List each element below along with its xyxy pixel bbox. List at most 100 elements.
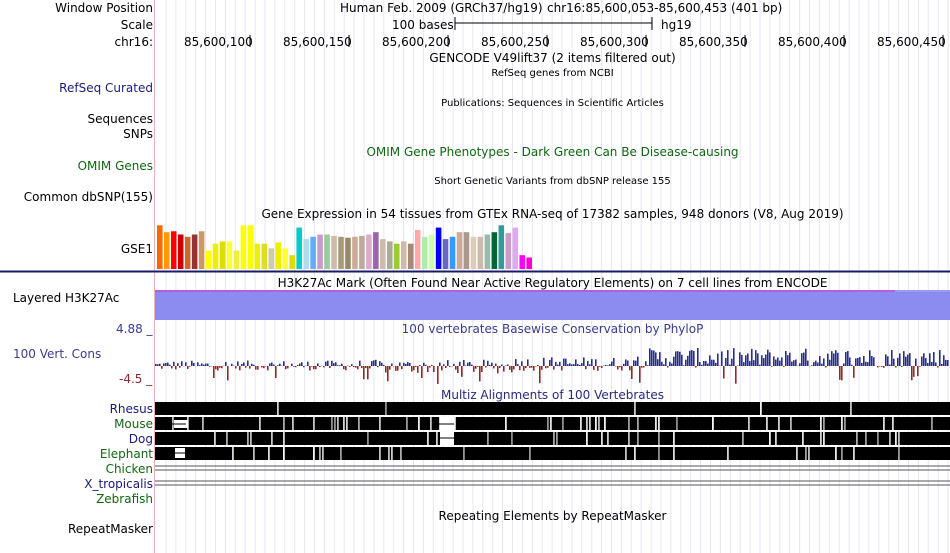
omim-track-title[interactable]: OMIM Gene Phenotypes - Dark Green Can Be… xyxy=(366,145,739,159)
h3k27ac-track-title[interactable]: H3K27Ac Mark (Often Found Near Active Re… xyxy=(277,276,828,290)
cons-bar xyxy=(937,366,939,368)
gtex-tissue-bar xyxy=(512,227,519,269)
alignment-mismatch xyxy=(331,417,333,430)
multiz-track-title[interactable]: Multiz Alignments of 100 Vertebrates xyxy=(440,388,665,402)
alignment-mismatch xyxy=(226,432,228,445)
cons-bar xyxy=(821,363,823,366)
cons-bar xyxy=(313,366,315,370)
cons-bar xyxy=(635,360,637,366)
alignment-mismatch xyxy=(895,432,897,445)
cons-bar xyxy=(541,366,543,370)
gtex-tissue-bar xyxy=(268,248,275,269)
cons-bar xyxy=(839,366,841,380)
alignment-mismatch xyxy=(313,447,315,460)
refseq-label[interactable]: RefSeq Curated xyxy=(59,81,153,95)
cons-bar xyxy=(459,361,461,366)
gtex-tissue-bar xyxy=(477,236,484,269)
gtex-tissue-bar xyxy=(296,227,302,269)
species-label-rhesus[interactable]: Rhesus xyxy=(109,402,153,416)
alignment-mismatch xyxy=(628,417,630,430)
gtex-tissue-bar xyxy=(205,250,212,269)
cons-bar xyxy=(585,366,587,370)
cons-bar xyxy=(667,366,669,368)
cons-bar xyxy=(439,362,441,366)
dbsnp-track-title[interactable]: Short Genetic Variants from dbSNP releas… xyxy=(434,176,671,187)
gtex-tissue-bar xyxy=(261,243,268,269)
cons-bar xyxy=(453,363,455,366)
repeatmasker-track-title[interactable]: Repeating Elements by RepeatMasker xyxy=(438,509,667,523)
cons-bar xyxy=(733,348,735,366)
gtex-tissue-bar xyxy=(303,239,309,269)
cons-bar xyxy=(327,360,329,366)
cons-bar xyxy=(249,366,251,369)
publications-track-title[interactable]: Publications: Sequences in Scientific Ar… xyxy=(441,98,664,109)
cons-bar xyxy=(383,364,385,366)
cons-bar xyxy=(297,365,299,366)
cons-bar xyxy=(573,364,575,366)
gtex-tissue-bar xyxy=(491,232,498,269)
cons-bar xyxy=(335,362,337,366)
species-label-elephant[interactable]: Elephant xyxy=(99,447,153,461)
alignment-mismatch xyxy=(742,432,744,445)
cons-track-title[interactable]: 100 vertebrates Basewise Conservation by… xyxy=(401,322,704,336)
cons-bar xyxy=(163,363,165,366)
dbsnp-label[interactable]: Common dbSNP(155) xyxy=(23,190,153,204)
snps-label[interactable]: SNPs xyxy=(123,127,153,141)
cons-bar xyxy=(449,366,451,368)
gencode-track-title[interactable]: GENCODE V49lift37 (2 items filtered out) xyxy=(429,51,676,65)
cons-bar xyxy=(893,358,895,366)
cons-bar xyxy=(363,366,365,380)
cons-bar xyxy=(263,366,265,369)
cons-bar xyxy=(817,362,819,366)
cons-bar xyxy=(705,360,707,366)
cons-bar xyxy=(729,364,731,366)
cons-bar xyxy=(783,366,785,367)
sequences-label[interactable]: Sequences xyxy=(87,112,153,126)
gse1-label[interactable]: GSE1 xyxy=(120,242,153,256)
cons-bar xyxy=(617,366,619,370)
alignment-mismatch xyxy=(334,417,336,430)
h3k27ac-label[interactable]: Layered H3K27Ac xyxy=(13,291,120,305)
cons-bar xyxy=(423,362,425,366)
cons-bar xyxy=(261,366,263,368)
cons-bar xyxy=(601,366,603,368)
cons-bar xyxy=(907,354,909,366)
species-label-mouse[interactable]: Mouse xyxy=(114,417,153,431)
cons-bar xyxy=(631,366,633,380)
alignment-mismatch xyxy=(607,432,609,445)
cons-label[interactable]: 100 Vert. Cons xyxy=(13,347,102,361)
cons-bar xyxy=(493,366,495,369)
cons-bar xyxy=(807,360,809,366)
refseq-track-title[interactable]: RefSeq genes from NCBI xyxy=(491,68,614,79)
cons-bar xyxy=(465,365,467,366)
gtex-track-title[interactable]: Gene Expression in 54 tissues from GTEx … xyxy=(261,207,844,221)
cons-bar xyxy=(739,352,741,366)
alignment-mismatch xyxy=(898,432,900,445)
cons-bar xyxy=(187,366,189,369)
alignment-mismatch xyxy=(853,447,855,460)
alignment-mismatch xyxy=(292,417,294,430)
gtex-tissue-bar xyxy=(400,241,407,269)
species-label-zebrafish[interactable]: Zebrafish xyxy=(96,492,153,506)
alignment-mismatch xyxy=(760,402,762,415)
alignment-mismatch xyxy=(232,447,234,460)
species-label-dog[interactable]: Dog xyxy=(128,432,153,446)
cons-bar xyxy=(375,359,377,366)
omim-label[interactable]: OMIM Genes xyxy=(77,159,153,173)
repeatmasker-label[interactable]: RepeatMasker xyxy=(67,522,153,536)
alignment-mismatch xyxy=(889,432,891,445)
cons-bar xyxy=(501,364,503,366)
cons-bar xyxy=(793,360,795,366)
cons-bar xyxy=(709,355,711,366)
cons-bar xyxy=(913,366,915,377)
species-label-chicken[interactable]: Chicken xyxy=(105,462,153,476)
cons-bar xyxy=(563,358,565,366)
cons-bar xyxy=(517,364,519,366)
cons-bar xyxy=(497,366,499,374)
species-label-x-tropicalis[interactable]: X_tropicalis xyxy=(84,477,153,491)
cons-bar xyxy=(227,366,229,381)
cons-bar xyxy=(547,366,549,368)
cons-max-label: 4.88 _ xyxy=(116,322,153,336)
